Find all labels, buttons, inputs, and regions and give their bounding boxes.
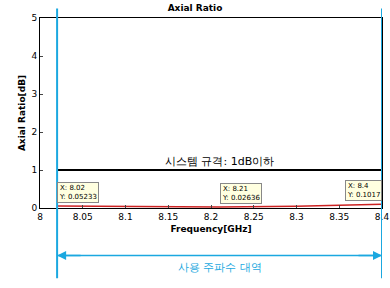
svg-text:1: 1 (31, 165, 37, 175)
svg-text:0: 0 (31, 203, 37, 213)
svg-text:3: 3 (31, 89, 37, 99)
svg-text:X: 8.4Y: 0.1017: X: 8.4Y: 0.1017 (347, 182, 380, 199)
svg-text:8.2: 8.2 (204, 212, 218, 222)
svg-text:사용 주파수 대역: 사용 주파수 대역 (178, 261, 262, 274)
svg-text:8.25: 8.25 (244, 212, 264, 222)
svg-text:8.3: 8.3 (289, 212, 303, 222)
svg-text:시스템 규격: 1dB이하: 시스템 규격: 1dB이하 (165, 155, 274, 168)
svg-text:5: 5 (31, 13, 37, 23)
svg-text:2: 2 (31, 127, 37, 137)
svg-text:4: 4 (31, 51, 37, 61)
svg-text:8.1: 8.1 (118, 212, 132, 222)
svg-text:8.4: 8.4 (375, 212, 390, 222)
svg-text:Frequency[GHz]: Frequency[GHz] (170, 224, 251, 234)
svg-text:8.05: 8.05 (73, 212, 93, 222)
svg-text:Axial Ratio: Axial Ratio (168, 3, 223, 13)
svg-text:X: 8.21Y: 0.02636: X: 8.21Y: 0.02636 (222, 185, 260, 202)
svg-text:8: 8 (37, 212, 43, 222)
svg-text:Axial Ratio[dB]: Axial Ratio[dB] (17, 75, 27, 151)
svg-text:X: 8.02Y: 0.05233: X: 8.02Y: 0.05233 (59, 184, 97, 201)
svg-text:8.35: 8.35 (329, 212, 349, 222)
svg-text:8.15: 8.15 (158, 212, 178, 222)
